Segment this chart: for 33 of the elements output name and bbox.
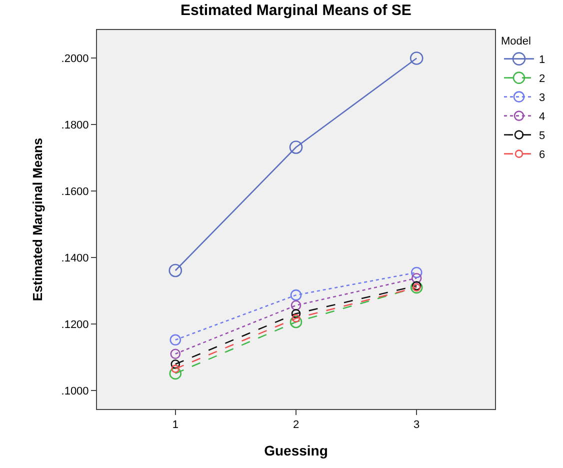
point <box>168 264 182 278</box>
x-tick-label: 3 <box>414 419 420 432</box>
y-axis-title: Estimated Marginal Means <box>30 138 46 302</box>
point <box>410 52 424 65</box>
point <box>291 309 301 318</box>
y-tick-label: .1000 <box>61 385 89 398</box>
point <box>289 140 303 154</box>
legend-label: 2 <box>538 73 546 86</box>
point <box>170 334 182 346</box>
chart-title: Estimated Marginal Means of SE <box>180 2 412 20</box>
x-axis-title: Guessing <box>264 442 328 458</box>
x-tick-label: 1 <box>172 419 178 432</box>
legend-title: Model <box>500 35 531 48</box>
legend-label: 5 <box>538 130 546 142</box>
y-tick-label: .1800 <box>61 120 89 132</box>
x-tick-label: 2 <box>292 419 300 432</box>
point <box>170 360 180 369</box>
legend-label: 3 <box>538 92 546 104</box>
point <box>169 367 182 380</box>
point <box>170 348 181 360</box>
y-tick-label: .1400 <box>61 252 89 264</box>
legend-label: 4 <box>538 111 546 124</box>
point <box>411 272 422 284</box>
y-tick-label: .2000 <box>61 53 89 66</box>
point <box>290 289 302 301</box>
legend-label: 1 <box>538 54 546 66</box>
point <box>171 364 180 373</box>
point <box>410 266 422 278</box>
point <box>290 300 302 311</box>
y-tick-label: .1600 <box>61 186 89 198</box>
y-tick-label: .1200 <box>61 318 89 331</box>
point <box>290 316 302 328</box>
legend-label: 6 <box>538 149 546 162</box>
